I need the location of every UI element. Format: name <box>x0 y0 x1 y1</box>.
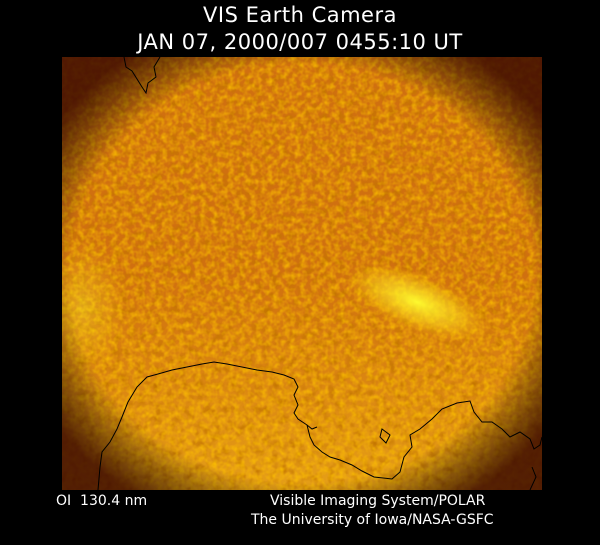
auroral-image <box>62 57 542 490</box>
credit-line-2: The University of Iowa/NASA-GSFC <box>251 512 494 528</box>
credit-line-1: Visible Imaging System/POLAR <box>270 493 486 509</box>
image-title: VIS Earth Camera <box>203 3 397 27</box>
wavelength-label: OI 130.4 nm <box>56 493 148 509</box>
coastline-outlines <box>97 57 542 490</box>
image-timestamp: JAN 07, 2000/007 0455:10 UT <box>137 30 463 54</box>
